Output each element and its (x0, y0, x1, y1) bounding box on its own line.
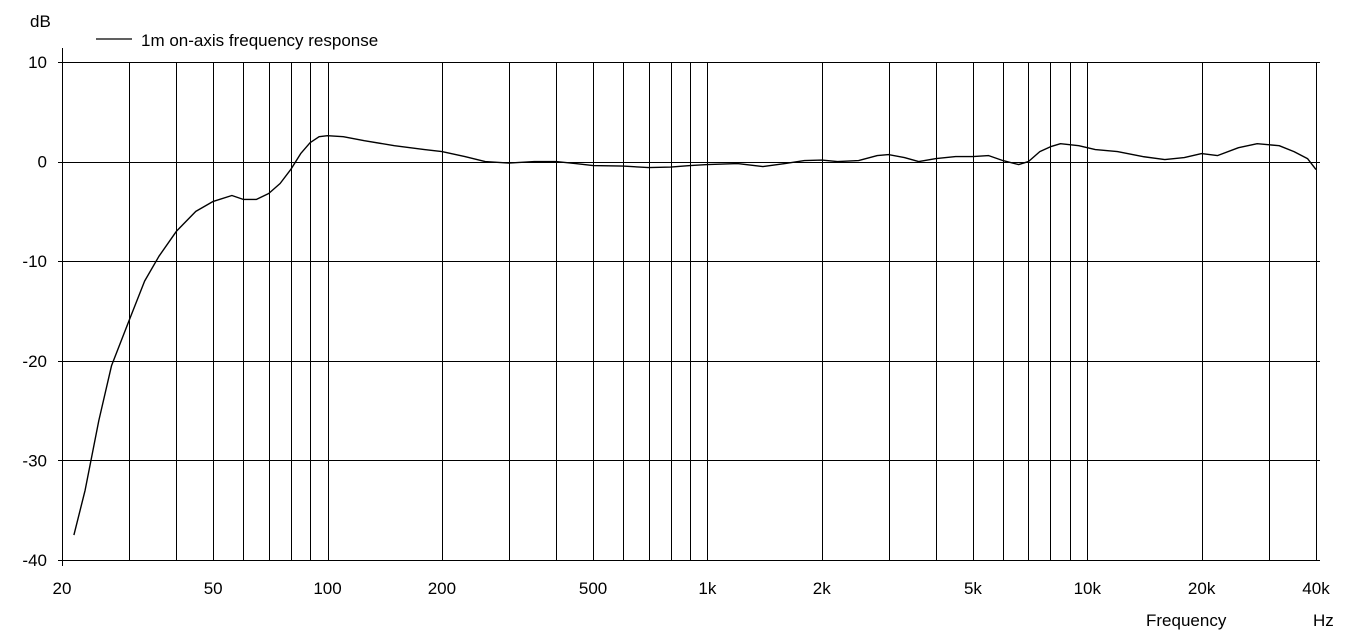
y-tick-label: 10 (28, 53, 47, 72)
x-axis-ticks: 20 50 100 200 500 1k 2k 5k 10k 20k 40k (53, 579, 1331, 598)
legend: 1m on-axis frequency response (96, 31, 378, 50)
y-tick-label: -40 (22, 551, 47, 570)
x-tick-label: 5k (964, 579, 982, 598)
x-tick-label: 20 (53, 579, 72, 598)
x-tick-label: 40k (1302, 579, 1330, 598)
grid-lines (58, 48, 1320, 566)
y-axis-unit-label: dB (30, 12, 51, 31)
legend-entry-label: 1m on-axis frequency response (141, 31, 378, 50)
y-tick-label: -30 (22, 451, 47, 470)
x-tick-label: 20k (1188, 579, 1216, 598)
x-tick-label: 50 (204, 579, 223, 598)
y-axis-ticks: 10 0 -10 -20 -30 -40 (22, 53, 47, 570)
x-axis-unit-label: Hz (1313, 611, 1334, 630)
y-tick-label: 0 (38, 153, 47, 172)
x-tick-label: 2k (813, 579, 831, 598)
frequency-response-line (73, 135, 1317, 536)
x-tick-label: 10k (1074, 579, 1102, 598)
y-tick-label: -10 (22, 252, 47, 271)
x-tick-label: 1k (698, 579, 716, 598)
y-tick-label: -20 (22, 352, 47, 371)
series-layer (73, 135, 1317, 536)
x-axis-label: Frequency (1146, 611, 1227, 630)
x-tick-label: 100 (313, 579, 341, 598)
x-tick-label: 200 (428, 579, 456, 598)
x-tick-label: 500 (579, 579, 607, 598)
